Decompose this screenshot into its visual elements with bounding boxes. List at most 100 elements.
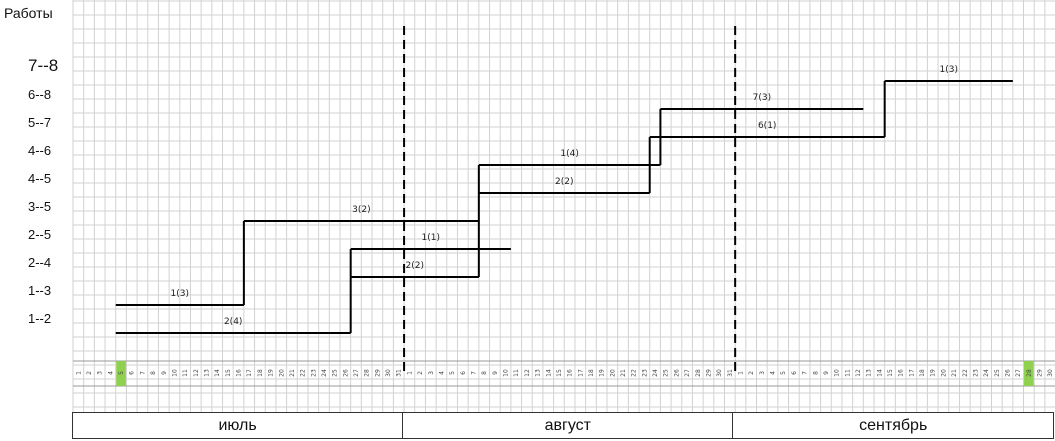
day-number-label: 8 (150, 371, 157, 375)
month-bar: июль август сентябрь (72, 412, 1054, 439)
day-number-label: 19 (599, 369, 606, 377)
task-bar-label: 1(3) (940, 65, 958, 75)
day-number-label: 26 (1005, 369, 1012, 377)
row-label: 2--5 (28, 227, 51, 242)
day-number-label: 3 (97, 371, 104, 375)
day-number-label: 13 (535, 369, 542, 377)
day-number-label: 19 (930, 369, 937, 377)
day-number-label: 17 (577, 369, 584, 377)
row-label: 6--8 (28, 87, 51, 102)
day-number-label: 3 (428, 371, 435, 375)
day-number-label: 24 (983, 369, 990, 377)
day-number-label: 26 (673, 369, 680, 377)
day-number-label: 13 (204, 369, 211, 377)
day-number-label: 12 (524, 369, 531, 377)
day-number-label: 1 (738, 371, 745, 375)
day-number-label: 25 (332, 369, 339, 377)
day-number-label: 14 (214, 369, 221, 377)
day-number-label: 27 (684, 369, 691, 377)
day-number-label: 11 (182, 369, 189, 377)
chart-title: Работы (4, 5, 53, 21)
day-number-label: 6 (129, 371, 136, 375)
day-number-label: 20 (278, 369, 285, 377)
task-bar-label: 7(3) (753, 93, 771, 103)
day-number-label: 30 (385, 369, 392, 377)
day-number-label: 11 (513, 369, 520, 377)
day-number-label: 10 (834, 369, 841, 377)
row-label: 4--5 (28, 171, 51, 186)
day-number-label: 21 (289, 369, 296, 377)
day-number-label: 20 (609, 369, 616, 377)
day-number-label: 22 (962, 369, 969, 377)
day-number-label: 28 (364, 369, 371, 377)
day-number-label: 7 (139, 371, 146, 375)
task-bar-label: 1(1) (422, 233, 440, 243)
month-label: сентябрь (859, 416, 928, 434)
day-number-label: 15 (887, 369, 894, 377)
day-number-label: 2 (748, 371, 755, 375)
day-number-label: 23 (641, 369, 648, 377)
day-number-label: 28 (695, 369, 702, 377)
day-number-label: 14 (545, 369, 552, 377)
day-number-label: 28 (1026, 369, 1033, 377)
day-number-label: 23 (310, 369, 317, 377)
day-number-label: 8 (812, 371, 819, 375)
day-number-label: 16 (236, 369, 243, 377)
task-bar-label: 2(2) (555, 177, 573, 187)
row-label: 1--2 (28, 311, 51, 326)
month-label: август (403, 413, 734, 438)
day-number-label: 30 (1047, 369, 1054, 377)
day-number-label: 1 (75, 371, 82, 375)
day-number-label: 12 (855, 369, 862, 377)
day-number-label: 4 (770, 371, 777, 375)
day-number-label: 31 (396, 369, 403, 377)
task-bar-label: 6(1) (758, 121, 776, 131)
day-number-label: 7 (802, 371, 809, 375)
day-number-label: 6 (460, 371, 467, 375)
day-number-label: 31 (727, 369, 734, 377)
task-bar-label: 3(2) (352, 205, 370, 215)
day-number-label: 6 (791, 371, 798, 375)
day-number-label: 9 (161, 371, 168, 375)
day-number-label: 3 (759, 371, 766, 375)
day-number-label: 13 (866, 369, 873, 377)
day-number-label: 4 (438, 371, 445, 375)
day-number-label: 2 (86, 371, 93, 375)
day-number-label: 29 (374, 369, 381, 377)
row-label: 2--4 (28, 255, 51, 270)
day-number-label: 16 (567, 369, 574, 377)
day-number-label: 5 (449, 371, 456, 375)
day-number-label: 26 (342, 369, 349, 377)
day-number-label: 25 (994, 369, 1001, 377)
row-label: 3--5 (28, 199, 51, 214)
task-bar-label: 1(3) (171, 289, 189, 299)
day-number-label: 24 (321, 369, 328, 377)
row-label: 5--7 (28, 115, 51, 130)
highlight-day-cell (1024, 361, 1034, 386)
day-number-label: 5 (780, 371, 787, 375)
day-number-label: 16 (898, 369, 905, 377)
day-number-label: 7 (471, 371, 478, 375)
day-number-label: 11 (844, 369, 851, 377)
highlight-day-cell (116, 361, 126, 386)
day-number-label: 10 (171, 369, 178, 377)
day-number-label: 9 (823, 371, 830, 375)
day-number-label: 15 (225, 369, 232, 377)
day-number-label: 18 (257, 369, 264, 377)
day-number-label: 17 (908, 369, 915, 377)
day-number-label: 21 (951, 369, 958, 377)
day-number-label: 9 (492, 371, 499, 375)
day-number-label: 15 (556, 369, 563, 377)
day-number-label: 22 (631, 369, 638, 377)
task-bar-label: 2(2) (406, 261, 424, 271)
day-number-label: 24 (652, 369, 659, 377)
day-number-label: 5 (118, 371, 125, 375)
day-number-label: 29 (705, 369, 712, 377)
day-number-label: 20 (940, 369, 947, 377)
day-number-label: 19 (268, 369, 275, 377)
day-number-label: 27 (1015, 369, 1022, 377)
day-number-label: 21 (620, 369, 627, 377)
day-number-label: 10 (503, 369, 510, 377)
